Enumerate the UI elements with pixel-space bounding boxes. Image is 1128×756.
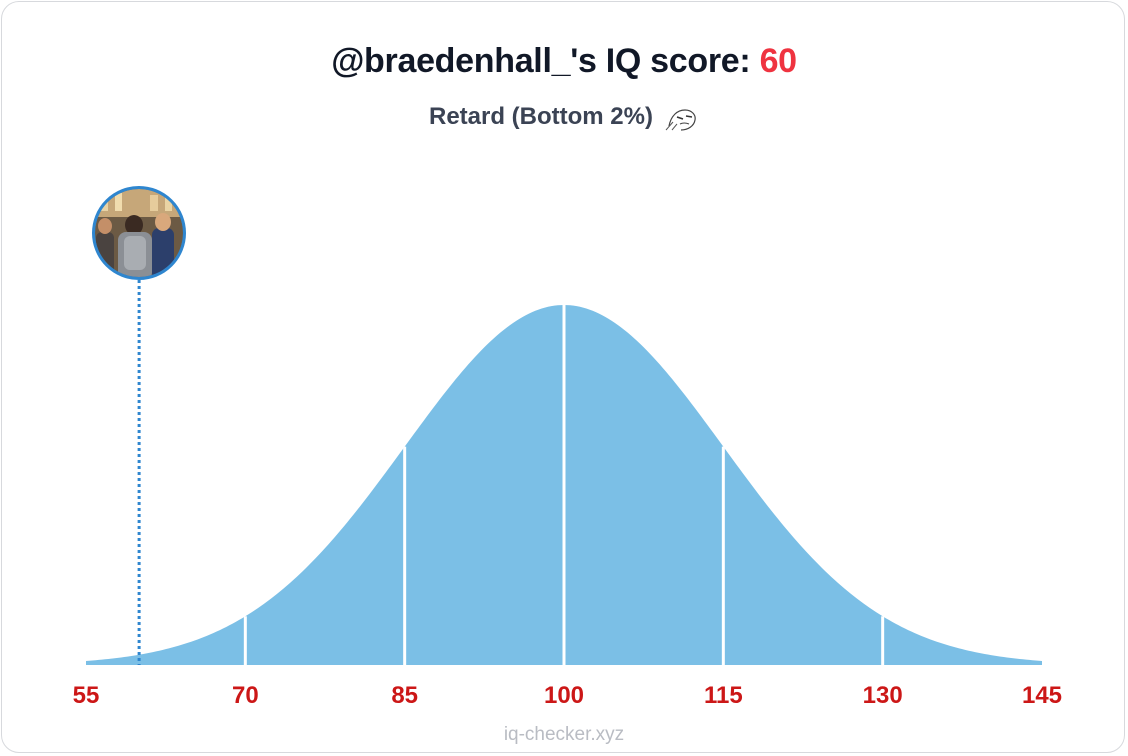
page-title: @braedenhall_'s IQ score: 60 xyxy=(2,42,1126,81)
x-tick-label: 55 xyxy=(73,682,100,709)
x-tick-label: 130 xyxy=(863,682,903,709)
x-tick-label: 70 xyxy=(232,682,259,709)
wojak-face-icon xyxy=(665,109,696,131)
x-tick-label: 145 xyxy=(1022,682,1062,709)
avatar xyxy=(92,186,186,280)
iq-score: 60 xyxy=(759,42,798,80)
x-axis-ticks: 55 70 85 100 115 130 145 xyxy=(73,682,1062,709)
site-watermark: iq-checker.xyz xyxy=(503,724,625,745)
classification-row: Retard (Bottom 2%) xyxy=(2,102,1126,132)
title-prefix: @braedenhall_'s IQ score: xyxy=(331,42,760,80)
x-tick-label: 115 xyxy=(704,682,743,709)
x-tick-label: 100 xyxy=(544,682,584,709)
section-dividers xyxy=(243,305,885,665)
x-tick-label: 85 xyxy=(391,682,418,709)
classification-label: Retard (Bottom 2%) xyxy=(428,103,653,130)
